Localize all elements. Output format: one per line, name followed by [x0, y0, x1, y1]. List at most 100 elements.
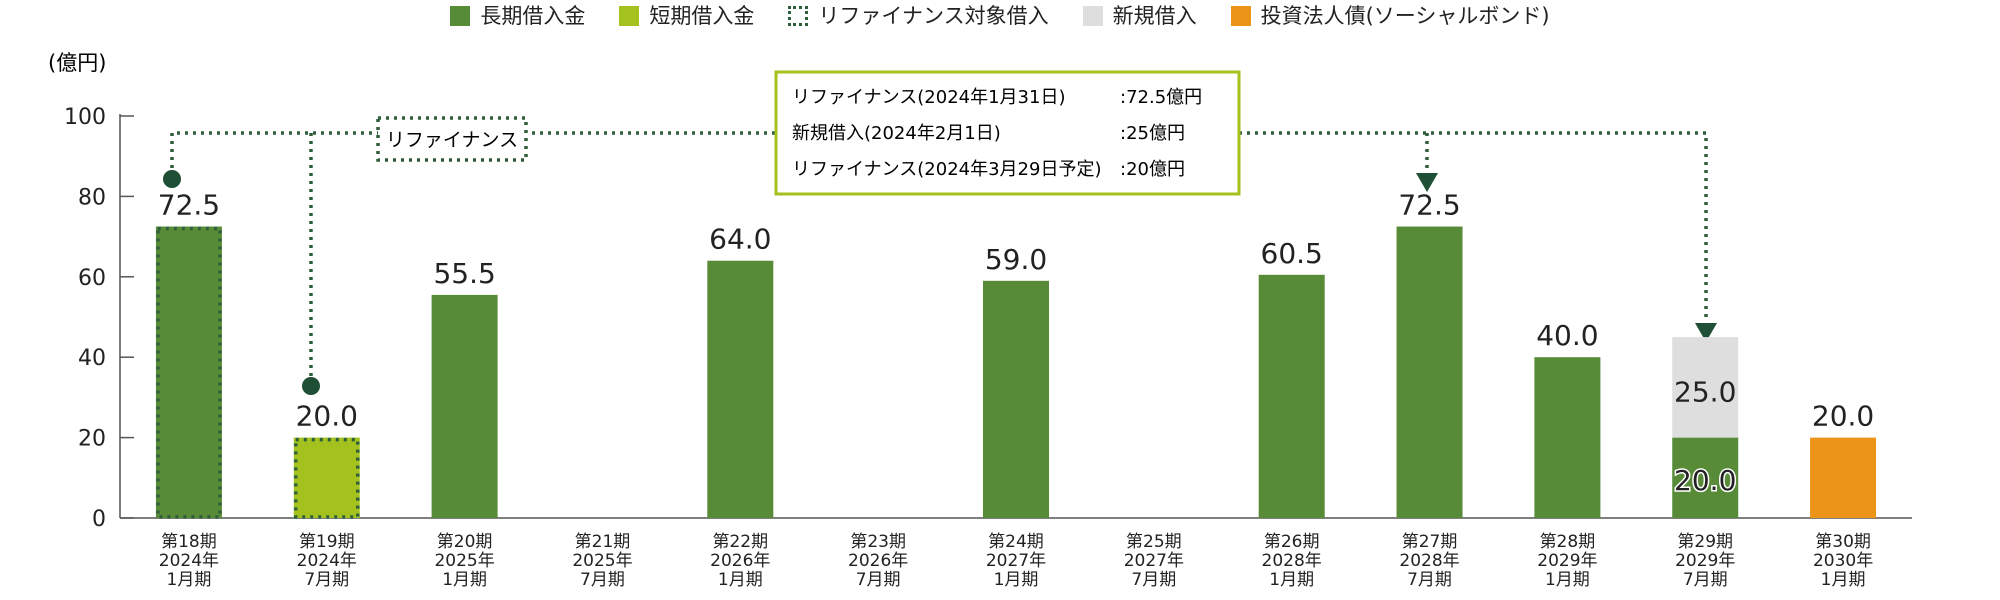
legend-item-new-borrowing: 新規借入 [1082, 2, 1197, 30]
y-tick-label: 60 [78, 266, 106, 291]
legend-label-bond: 投資法人債(ソーシャルボンド) [1260, 4, 1550, 28]
x-tick-label: 1月期 [718, 570, 763, 590]
x-tick-label: 第23期 [850, 532, 906, 552]
x-tick-label: 2028年 [1262, 551, 1322, 571]
x-tick-label: 1月期 [994, 570, 1039, 590]
x-tick-label: 1月期 [1269, 570, 1314, 590]
chart-x-labels: 第18期2024年1月期第19期2024年7月期第20期2025年1月期第21期… [159, 532, 1873, 590]
x-tick-label: 第24期 [988, 532, 1044, 552]
y-tick-label: 20 [78, 427, 106, 452]
x-tick-label: 7月期 [856, 570, 901, 590]
y-axis-unit-label: (億円) [48, 51, 106, 75]
x-tick-label: 2025年 [572, 551, 632, 571]
info-line-3-label: リファイナンス(2024年3月29日予定) [792, 159, 1102, 180]
x-tick-label: 2024年 [297, 551, 357, 571]
legend-item-refinance-target: リファイナンス対象借入 [788, 2, 1049, 30]
bar [1534, 357, 1601, 518]
bar [155, 226, 222, 519]
legend-label-refinance: リファイナンス対象借入 [818, 4, 1049, 28]
x-tick-label: 2029年 [1675, 551, 1735, 571]
x-tick-label: 第21期 [575, 532, 631, 552]
refinance-connectors [163, 131, 1717, 395]
bar [1258, 274, 1325, 518]
x-tick-label: 2026年 [710, 551, 770, 571]
legend-label-long-term: 長期借入金 [480, 4, 586, 28]
x-tick-label: 1月期 [1821, 570, 1866, 590]
legend-swatch-long-term [450, 6, 471, 26]
arrow-down-27th-icon [1416, 173, 1438, 192]
connector-left-bar-1 [170, 131, 378, 184]
x-tick-label: 7月期 [1407, 570, 1452, 590]
legend-item-long-term-loans: 長期借入金 [450, 2, 585, 30]
y-tick-label: 0 [92, 507, 106, 532]
y-tick-label: 40 [78, 346, 106, 371]
legend-swatch-bond [1230, 6, 1251, 26]
legend: 長期借入金 短期借入金 リファイナンス対象借入 新規借入 投資法人債(ソーシャル… [0, 2, 2000, 30]
legend-swatch-refinance [788, 6, 809, 26]
bar-value-label: 59.0 [985, 243, 1047, 276]
bar-value-label: 55.5 [433, 257, 495, 290]
x-tick-label: 第27期 [1402, 532, 1458, 552]
x-tick-label: 第26期 [1264, 532, 1320, 552]
x-tick-label: 2025年 [434, 551, 494, 571]
chart-value-labels: 72.5 20.0 55.5 64.0 59.0 60.5 72.5 40.0 25.0 20.0… [158, 189, 1874, 499]
bar [983, 280, 1049, 518]
x-tick-label: 第29期 [1677, 532, 1733, 552]
x-tick-label: 2024年 [159, 551, 219, 571]
bar-value-label: 20.0 [1812, 400, 1874, 433]
bar [707, 260, 774, 518]
refinance-tag: リファイナンス [376, 116, 528, 162]
bar-value-label: 25.0 [1674, 375, 1736, 408]
bar-value-label: 20.0 [296, 400, 358, 433]
legend-label-new: 新規借入 [1112, 4, 1197, 28]
x-tick-label: 1月期 [1545, 570, 1590, 590]
x-tick-label: 2030年 [1813, 551, 1873, 571]
x-tick-label: 2027年 [986, 551, 1046, 571]
bar-value-label: 40.0 [1536, 319, 1598, 352]
x-tick-label: 2029年 [1537, 551, 1597, 571]
bar [431, 294, 498, 518]
bar-value-label: 60.5 [1261, 237, 1323, 270]
chart-bars [155, 226, 1877, 519]
x-tick-label: 2028年 [1399, 551, 1459, 571]
x-tick-label: 7月期 [1683, 570, 1728, 590]
legend-item-short-term-loans: 短期借入金 [619, 2, 754, 30]
bar [1396, 226, 1463, 519]
info-line-2-label: 新規借入(2024年2月1日) [792, 123, 1001, 144]
bar [293, 437, 360, 518]
bar-value-label: 72.5 [1398, 189, 1460, 222]
x-tick-label: 7月期 [580, 570, 625, 590]
legend-swatch-new [1082, 6, 1103, 26]
y-tick-label: 80 [78, 185, 106, 210]
x-tick-label: 第20期 [437, 532, 493, 552]
bar [1810, 437, 1877, 518]
x-tick-label: 2027年 [1124, 551, 1184, 571]
info-box: リファイナンス(2024年1月31日) :72.5億円 新規借入(2024年2月… [774, 70, 1241, 196]
x-tick-label: 7月期 [304, 570, 349, 590]
refinance-dot-19th [302, 377, 320, 395]
refinance-target-outline [294, 437, 360, 519]
info-line-1-value: :72.5億円 [1120, 87, 1202, 108]
info-line-2-value: :25億円 [1120, 123, 1185, 144]
bar [1672, 337, 1739, 438]
x-tick-label: 1月期 [167, 570, 212, 590]
bar-value-label: 72.5 [158, 189, 220, 222]
y-tick-label: 100 [64, 105, 106, 130]
info-line-3-value: :20億円 [1120, 159, 1185, 180]
arrow-down-29th-icon [1695, 323, 1717, 342]
x-tick-label: 第30期 [1815, 532, 1871, 552]
info-line-1-label: リファイナンス(2024年1月31日) [792, 87, 1066, 108]
x-tick-label: 7月期 [1131, 570, 1176, 590]
refinance-dot-18th [163, 170, 181, 188]
refinance-tag-label: リファイナンス [386, 129, 518, 151]
x-tick-label: 第19期 [299, 532, 355, 552]
x-tick-label: 第18期 [161, 532, 217, 552]
legend-item-social-bond: 投資法人債(ソーシャルボンド) [1230, 2, 1550, 30]
x-tick-label: 第22期 [712, 532, 768, 552]
legend-label-short-term: 短期借入金 [649, 4, 755, 28]
x-tick-label: 第28期 [1540, 532, 1596, 552]
connector-right-tail [1239, 131, 1708, 322]
bar [1672, 437, 1739, 518]
bar-value-label: 20.0 [1674, 464, 1736, 497]
